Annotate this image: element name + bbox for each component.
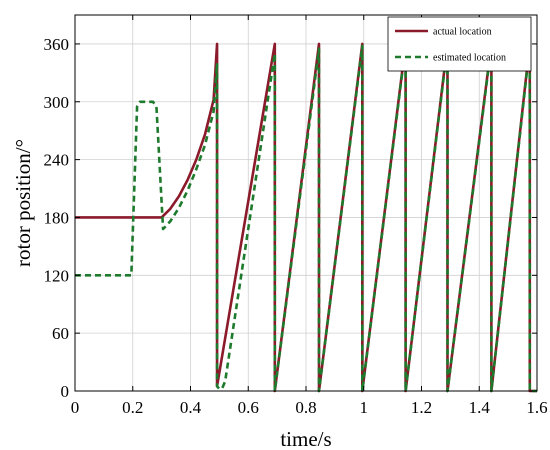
x-tick-label: 0.6 bbox=[238, 398, 259, 417]
x-tick-labels: 0 0.2 0.4 0.6 0.8 1 1.2 1.4 1.6 bbox=[71, 398, 548, 417]
legend: actual location estimated location bbox=[387, 16, 532, 72]
y-tick-label: 180 bbox=[44, 208, 70, 227]
y-tick-labels: 0 60 120 180 240 300 360 bbox=[44, 35, 70, 401]
x-tick-label: 0.2 bbox=[122, 398, 143, 417]
x-tick-label: 0 bbox=[71, 398, 80, 417]
x-tick-label: 0.8 bbox=[295, 398, 316, 417]
legend-box bbox=[387, 16, 532, 72]
x-tick-label: 1.4 bbox=[469, 398, 491, 417]
legend-label-actual: actual location bbox=[433, 27, 492, 38]
x-tick-label: 1.2 bbox=[411, 398, 432, 417]
tick-marks bbox=[74, 15, 538, 392]
y-tick-label: 240 bbox=[44, 151, 70, 170]
x-tick-label: 0.4 bbox=[180, 398, 202, 417]
series-line-estimated-location bbox=[75, 44, 537, 393]
y-tick-label: 360 bbox=[44, 35, 70, 54]
y-axis-title: rotor position/° bbox=[11, 139, 35, 267]
x-tick-label: 1.6 bbox=[526, 398, 547, 417]
y-tick-label: 0 bbox=[61, 382, 70, 401]
x-axis-title: time/s bbox=[280, 427, 331, 450]
y-tick-label: 120 bbox=[44, 266, 70, 285]
legend-label-estimated: estimated location bbox=[433, 53, 506, 64]
y-tick-label: 300 bbox=[44, 93, 70, 112]
y-tick-label: 60 bbox=[52, 324, 69, 343]
x-tick-label: 1 bbox=[360, 398, 369, 417]
